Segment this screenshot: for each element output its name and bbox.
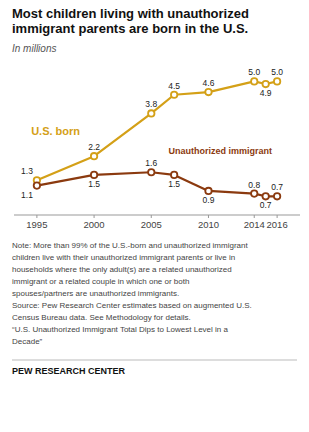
series-line [37, 172, 277, 196]
point [251, 78, 257, 84]
data-label: 1.1 [21, 190, 33, 200]
note-line: Decade” [12, 337, 43, 346]
background [0, 0, 309, 432]
point [251, 190, 257, 196]
footer: PEW RESEARCH CENTER [12, 366, 126, 376]
point [205, 188, 211, 194]
data-label: 4.6 [203, 78, 215, 88]
data-label: 1.6 [145, 158, 157, 168]
series-label: U.S. born [31, 125, 80, 137]
point [171, 172, 177, 178]
x-tick-label: 2005 [141, 219, 162, 230]
note-line: households where the only adult(s) are a… [12, 265, 232, 274]
point [274, 78, 280, 84]
title-line: Most children living with unauthorized [12, 6, 249, 21]
x-tick [277, 215, 278, 218]
point [262, 81, 268, 87]
series-label: Unauthorized immigrant [168, 146, 272, 156]
subtitle: In millions [12, 43, 56, 54]
x-tick-label: 2014 [244, 219, 265, 230]
point [262, 193, 268, 199]
x-tick-label: 2010 [198, 219, 219, 230]
data-label: 3.8 [145, 99, 157, 109]
point [171, 92, 177, 98]
note-line: Note: More than 99% of the U.S.-born and… [12, 241, 248, 250]
point [274, 193, 280, 199]
x-tick-label: 1995 [26, 219, 47, 230]
data-label: 2.2 [88, 142, 100, 152]
x-tick [36, 215, 37, 218]
note-line: “U.S. Unauthorized Immigrant Total Dips … [12, 325, 229, 334]
point [205, 89, 211, 95]
chart: Most children living with unauthorizedim… [0, 0, 309, 432]
data-label: 0.7 [271, 182, 283, 192]
data-label: 1.5 [168, 179, 180, 189]
title-line: immigrant parents are born in the U.S. [12, 21, 248, 36]
x-tick [254, 215, 255, 218]
note-line: spouses/partners are unauthorized immigr… [12, 289, 179, 298]
note-line: Census Bureau data. See Methodology for … [12, 313, 191, 322]
x-tick-label: 2016 [267, 219, 288, 230]
x-tick [94, 215, 95, 218]
note-line: immigrant or a related couple in which o… [12, 277, 189, 286]
note-line: children live with their unauthorized im… [12, 253, 235, 262]
title: Most children living with unauthorizedim… [12, 6, 249, 36]
point [34, 182, 40, 188]
data-label: 4.5 [168, 81, 180, 91]
point [148, 110, 154, 116]
x-tick-label: 2000 [84, 219, 105, 230]
point [91, 172, 97, 178]
x-tick [151, 215, 152, 218]
point [148, 169, 154, 175]
data-label: 0.9 [203, 195, 215, 205]
labels: 1.3 2.2 3.8 4.5 4.6 5.0 4.9 5.0 U.S. born 1.1 1.5 1… [21, 67, 283, 210]
data-label: 5.0 [271, 67, 283, 77]
data-label: 1.3 [21, 166, 33, 176]
data-label: 5.0 [248, 67, 260, 77]
data-label: 0.7 [260, 200, 272, 210]
x-axis [14, 215, 300, 216]
plot-area [34, 78, 281, 199]
point [91, 153, 97, 159]
x-tick [208, 215, 209, 218]
data-label: 0.8 [248, 180, 260, 190]
footer-rule [12, 360, 297, 361]
data-label: 1.5 [88, 179, 100, 189]
note-line: Source: Pew Research Center estimates ba… [12, 301, 252, 310]
data-label: 4.9 [260, 88, 272, 98]
